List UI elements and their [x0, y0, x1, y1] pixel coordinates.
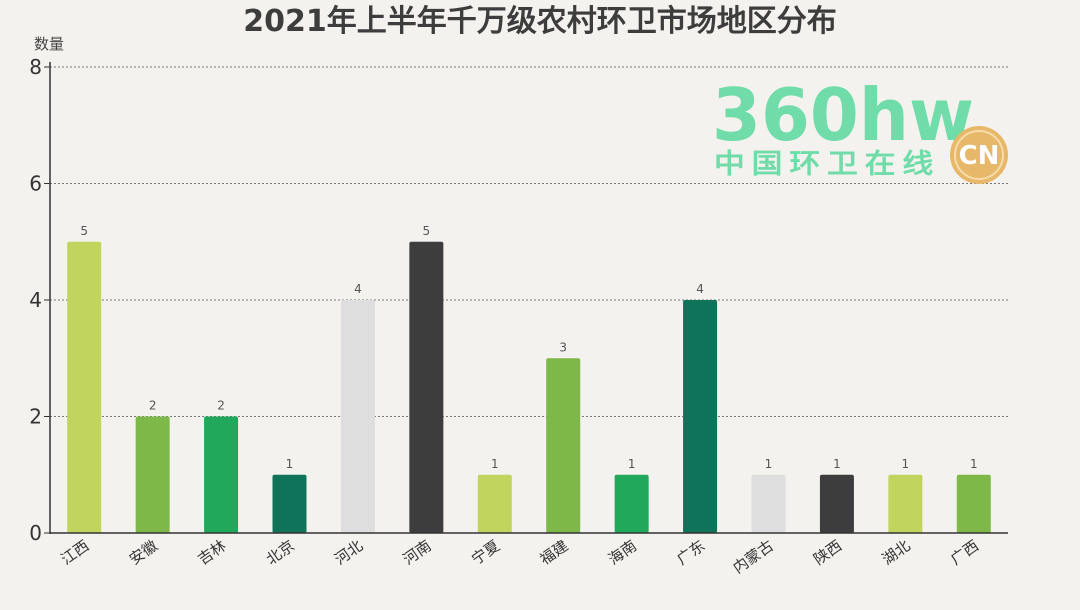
bar-1 [67, 241, 102, 533]
bars [67, 241, 991, 533]
bar-9 [614, 474, 649, 533]
x-tick-label: 河北 [331, 537, 366, 569]
data-label: 1 [628, 457, 636, 471]
x-tick-label: 宁夏 [468, 537, 503, 569]
data-label: 4 [696, 282, 704, 296]
bar-12 [819, 474, 854, 533]
bar-3 [204, 416, 239, 533]
bar-10 [683, 300, 718, 533]
x-tick-label: 吉林 [194, 537, 229, 569]
data-label: 3 [559, 340, 567, 354]
data-label: 2 [217, 399, 225, 413]
bar-5 [340, 300, 375, 533]
bar-14 [956, 474, 991, 533]
x-tick-label: 北京 [263, 537, 298, 569]
y-tick-label: 0 [29, 521, 42, 545]
watermark-main-text: 360hw [712, 73, 974, 157]
y-tick-label: 6 [29, 172, 42, 196]
bar-6 [409, 241, 444, 533]
data-label: 2 [149, 399, 157, 413]
data-labels: 5 2 2 1 4 5 1 3 1 4 1 1 1 1 [80, 224, 977, 471]
data-label: 4 [354, 282, 362, 296]
watermark-badge-ring-icon [954, 130, 1004, 180]
bar-4 [272, 474, 307, 533]
x-tick-label: 陕西 [810, 537, 845, 569]
data-label: 1 [970, 457, 978, 471]
y-axis-label: 数量 [34, 35, 64, 53]
data-label: 1 [902, 457, 910, 471]
x-tick-label: 内蒙古 [730, 537, 777, 578]
bar-8 [546, 358, 581, 533]
data-label: 1 [765, 457, 773, 471]
bar-7 [477, 474, 512, 533]
x-tick-label: 广西 [947, 537, 982, 569]
y-axis-ticks: 0 2 4 6 8 [29, 55, 50, 545]
data-label: 5 [80, 224, 88, 238]
x-tick-label: 福建 [537, 537, 572, 569]
bar-11 [751, 474, 786, 533]
bar-13 [888, 474, 923, 533]
y-tick-label: 4 [29, 288, 42, 312]
data-label: 5 [423, 224, 431, 238]
x-tick-label: 江西 [58, 537, 93, 569]
watermark-badge-text: CN [959, 141, 1000, 171]
y-tick-label: 8 [29, 55, 42, 79]
x-axis-ticks: 江西 安徽 吉林 北京 河北 河南 宁夏 福建 海南 广东 内蒙古 陕西 湖北 广西 [58, 537, 982, 578]
data-label: 1 [491, 457, 499, 471]
data-label: 1 [286, 457, 294, 471]
x-tick-label: 河南 [400, 537, 435, 569]
y-tick-label: 2 [29, 405, 42, 429]
watermark-badge-icon [950, 126, 1008, 184]
chart-title: 2021年上半年千万级农村环卫市场地区分布 [243, 4, 837, 39]
x-tick-label: 安徽 [126, 537, 161, 569]
x-tick-label: 广东 [673, 537, 708, 569]
x-tick-label: 海南 [605, 537, 640, 569]
watermark-sub-text: 中国环卫在线 [714, 149, 940, 180]
x-tick-label: 湖北 [879, 537, 914, 569]
bar-2 [135, 416, 170, 533]
watermark-logo: 360hw 中国环卫在线 CN [712, 73, 1008, 184]
data-label: 1 [833, 457, 841, 471]
